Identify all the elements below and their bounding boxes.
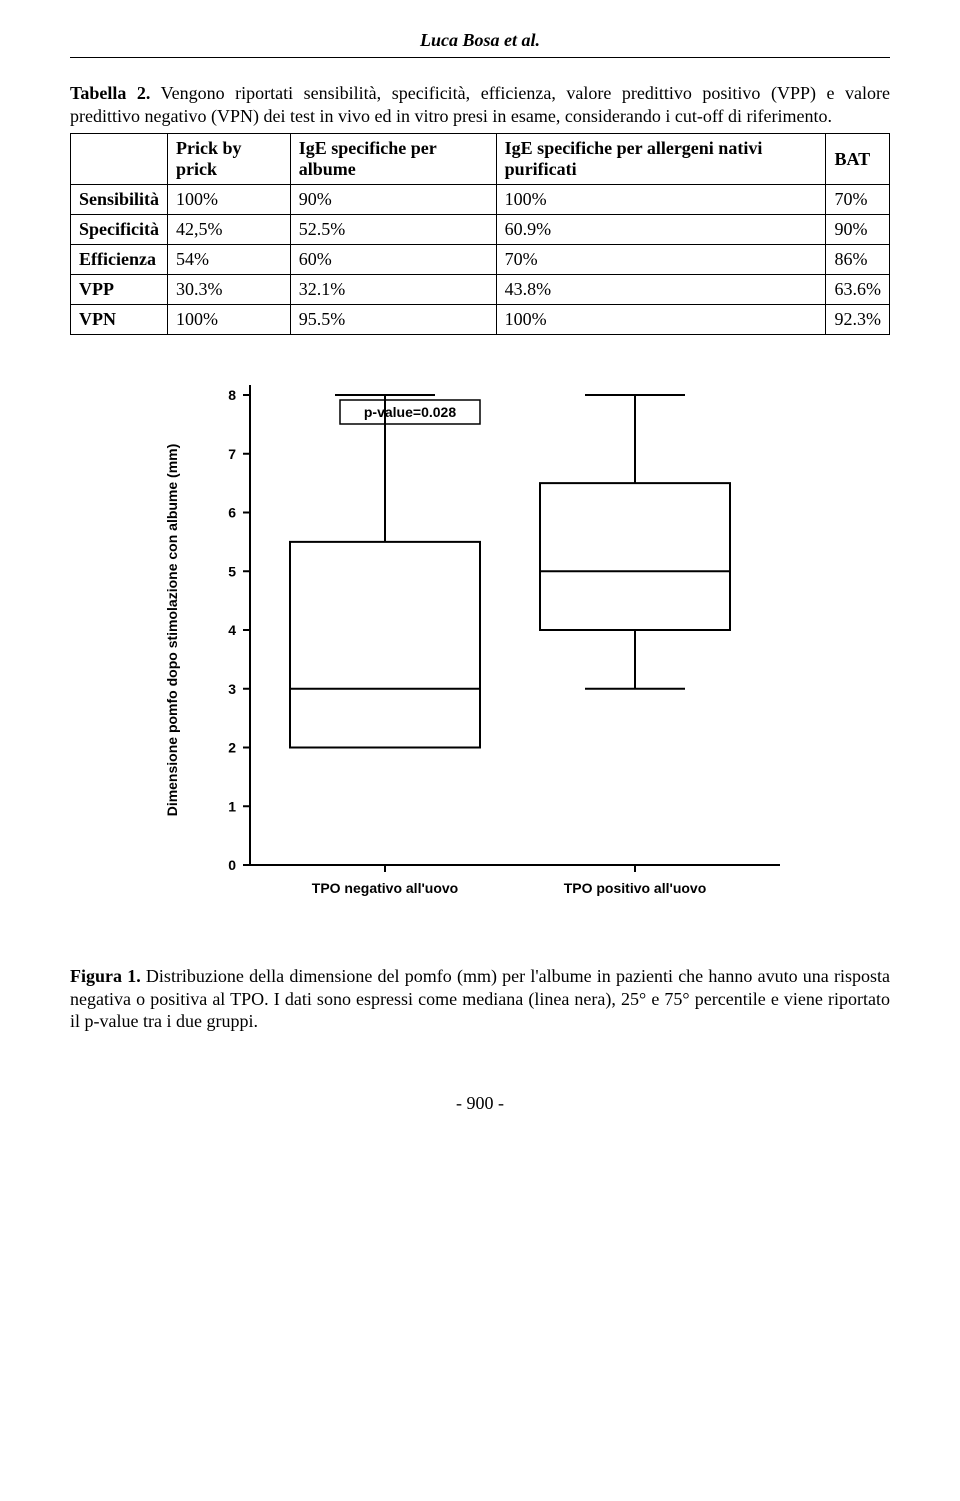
row-label: VPP xyxy=(71,275,168,305)
cell: 60.9% xyxy=(496,215,826,245)
figure-caption-lead: Figura 1. xyxy=(70,966,141,986)
cell: 100% xyxy=(168,305,291,335)
svg-text:4: 4 xyxy=(228,622,236,638)
cell: 54% xyxy=(168,245,291,275)
cell: 32.1% xyxy=(290,275,496,305)
svg-text:Dimensione pomfo dopo stimolaz: Dimensione pomfo dopo stimolazione con a… xyxy=(164,444,180,817)
svg-text:6: 6 xyxy=(228,505,236,521)
row-label: Efficienza xyxy=(71,245,168,275)
cell: 70% xyxy=(496,245,826,275)
cell: 90% xyxy=(290,185,496,215)
cell: 63.6% xyxy=(826,275,890,305)
cell: 86% xyxy=(826,245,890,275)
data-table: Prick by prick IgE specifiche per albume… xyxy=(70,133,890,335)
cell: 90% xyxy=(826,215,890,245)
table-row: Specificità 42,5% 52.5% 60.9% 90% xyxy=(71,215,890,245)
table-col-0 xyxy=(71,134,168,185)
table-header-row: Prick by prick IgE specifiche per albume… xyxy=(71,134,890,185)
svg-text:0: 0 xyxy=(228,857,236,873)
table-caption: Tabella 2. Vengono riportati sensibilità… xyxy=(70,82,890,127)
author-header: Luca Bosa et al. xyxy=(70,30,890,51)
cell: 92.3% xyxy=(826,305,890,335)
svg-text:7: 7 xyxy=(228,446,236,462)
cell: 100% xyxy=(168,185,291,215)
cell: 42,5% xyxy=(168,215,291,245)
page-number: - 900 - xyxy=(70,1093,890,1114)
cell: 95.5% xyxy=(290,305,496,335)
svg-text:1: 1 xyxy=(228,798,236,814)
row-label: VPN xyxy=(71,305,168,335)
figure-caption-text: Distribuzione della dimensione del pomfo… xyxy=(70,966,890,1031)
svg-text:3: 3 xyxy=(228,681,236,697)
header-rule xyxy=(70,57,890,58)
svg-text:TPO negativo all'uovo: TPO negativo all'uovo xyxy=(312,880,458,896)
table-row: Efficienza 54% 60% 70% 86% xyxy=(71,245,890,275)
cell: 70% xyxy=(826,185,890,215)
svg-text:TPO positivo all'uovo: TPO positivo all'uovo xyxy=(564,880,707,896)
table-col-2: IgE specifiche per albume xyxy=(290,134,496,185)
table-caption-lead: Tabella 2. xyxy=(70,83,150,103)
svg-text:2: 2 xyxy=(228,740,236,756)
svg-text:5: 5 xyxy=(228,563,236,579)
svg-text:p-value=0.028: p-value=0.028 xyxy=(364,404,456,420)
cell: 52.5% xyxy=(290,215,496,245)
table-col-3: IgE specifiche per allergeni nativi puri… xyxy=(496,134,826,185)
cell: 60% xyxy=(290,245,496,275)
boxplot-chart: 0 1 2 3 4 5 6 7 8 Dimensione pomfo dopo stimolazi… xyxy=(155,365,805,925)
cell: 100% xyxy=(496,185,826,215)
table-row: Sensibilità 100% 90% 100% 70% xyxy=(71,185,890,215)
cell: 100% xyxy=(496,305,826,335)
table-col-1: Prick by prick xyxy=(168,134,291,185)
row-label: Sensibilità xyxy=(71,185,168,215)
table-caption-text: Vengono riportati sensibilità, specifici… xyxy=(70,83,890,126)
table-row: VPP 30.3% 32.1% 43.8% 63.6% xyxy=(71,275,890,305)
table-row: VPN 100% 95.5% 100% 92.3% xyxy=(71,305,890,335)
cell: 43.8% xyxy=(496,275,826,305)
table-col-4: BAT xyxy=(826,134,890,185)
figure-caption: Figura 1. Distribuzione della dimensione… xyxy=(70,965,890,1033)
cell: 30.3% xyxy=(168,275,291,305)
boxplot-svg: 0 1 2 3 4 5 6 7 8 Dimensione pomfo dopo stimolazi… xyxy=(155,365,805,925)
svg-text:8: 8 xyxy=(228,387,236,403)
row-label: Specificità xyxy=(71,215,168,245)
